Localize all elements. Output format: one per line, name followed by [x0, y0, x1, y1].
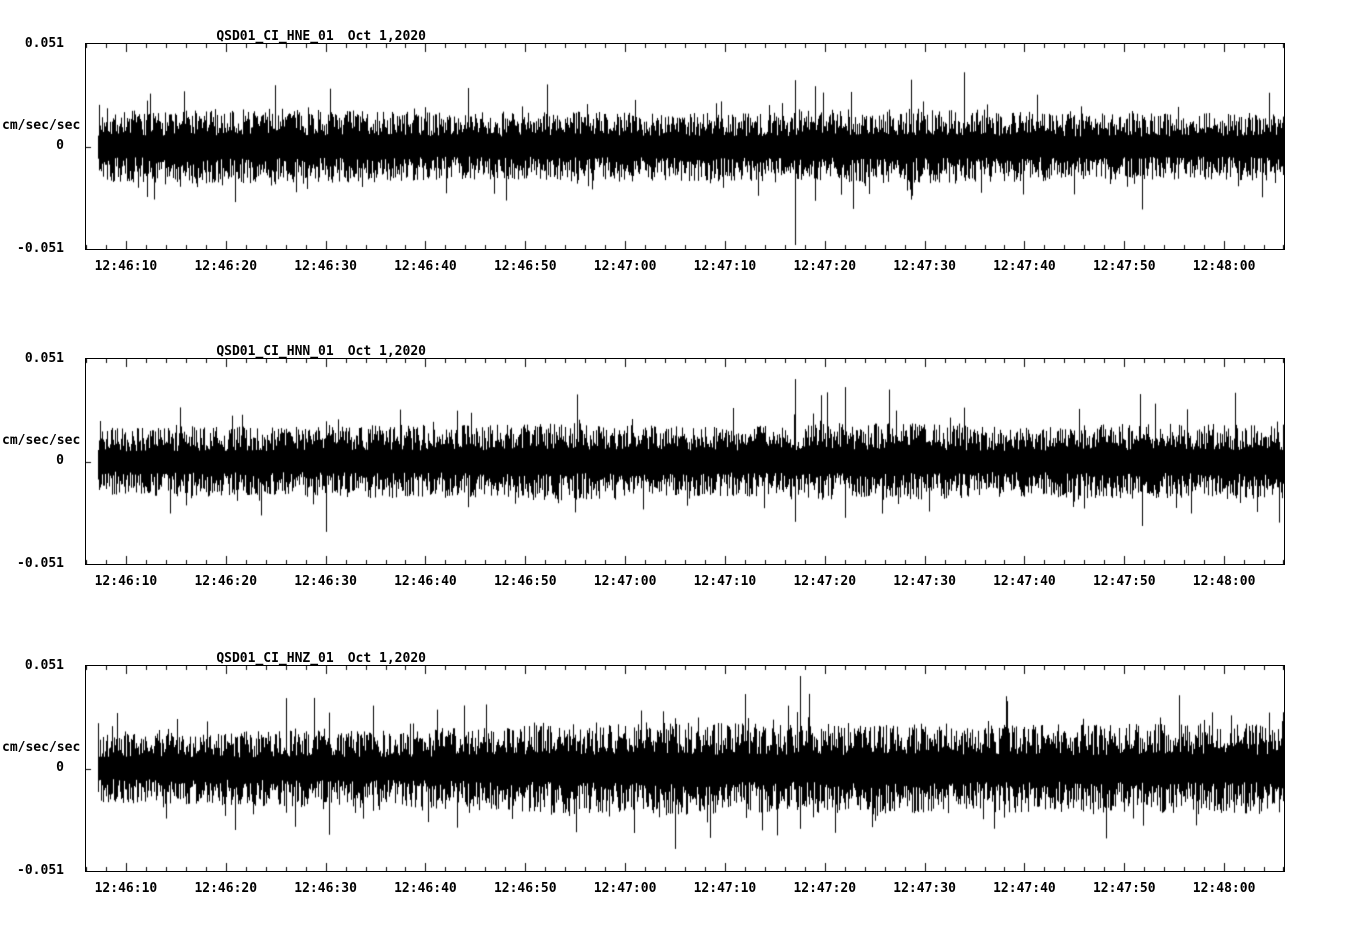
x-tick-label: 12:47:30	[893, 574, 956, 589]
x-tick-label: 12:47:30	[893, 259, 956, 274]
x-tick-label: 12:47:40	[993, 259, 1056, 274]
trace-title: QSD01_CI_HNE_01 Oct 1,2020	[185, 14, 426, 59]
x-tick-label: 12:46:30	[294, 259, 357, 274]
x-tick-label: 12:46:50	[493, 881, 557, 896]
x-tick-label: 12:47:00	[593, 259, 657, 274]
waveform-canvas	[86, 359, 1284, 564]
trace-date: Oct 1,2020	[347, 651, 426, 666]
trace-id: QSD01_CI_HNN_01	[216, 344, 334, 359]
y-axis-units: cm/sec/sec	[2, 433, 81, 448]
x-tick-label: 12:48:00	[1192, 574, 1256, 589]
x-tick-label: 12:46:20	[194, 574, 258, 589]
x-tick-label: 12:47:30	[893, 881, 956, 896]
x-tick-label: 12:47:50	[1092, 259, 1156, 274]
trace-date: Oct 1,2020	[347, 29, 426, 44]
trace-date: Oct 1,2020	[347, 344, 426, 359]
x-tick-label: 12:47:10	[693, 881, 757, 896]
x-tick-label: 12:46:40	[394, 881, 457, 896]
y-tick-max: 0.051	[24, 351, 64, 366]
x-tick-label: 12:47:50	[1092, 574, 1156, 589]
x-tick-label: 12:46:10	[94, 574, 158, 589]
plot-frame	[85, 665, 1285, 872]
waveform-canvas	[86, 44, 1284, 249]
x-tick-label: 12:47:50	[1092, 881, 1156, 896]
x-tick-label: 12:46:20	[194, 259, 258, 274]
x-tick-label: 12:47:00	[593, 881, 657, 896]
trace-title: QSD01_CI_HNZ_01 Oct 1,2020	[185, 636, 426, 681]
x-axis-labels: 12:46:10 12:46:20 12:46:30 12:46:40 12:46:50…	[0, 258, 1358, 276]
x-tick-label: 12:47:20	[793, 881, 857, 896]
x-tick-label: 12:46:10	[94, 259, 158, 274]
x-tick-label: 12:47:20	[793, 574, 857, 589]
y-axis-units: cm/sec/sec	[2, 118, 81, 133]
x-tick-label: 12:46:30	[294, 574, 357, 589]
waveform-canvas	[86, 666, 1284, 871]
x-tick-label: 12:48:00	[1192, 259, 1256, 274]
x-tick-label: 12:47:00	[593, 574, 657, 589]
x-tick-label: 12:47:10	[693, 574, 757, 589]
x-tick-label: 12:47:20	[793, 259, 857, 274]
trace-id: QSD01_CI_HNZ_01	[216, 651, 334, 666]
x-tick-label: 12:46:50	[493, 259, 557, 274]
x-tick-label: 12:47:40	[993, 574, 1056, 589]
y-tick-max: 0.051	[24, 36, 64, 51]
x-tick-label: 12:48:00	[1192, 881, 1256, 896]
y-tick-min: -0.051	[17, 863, 64, 878]
seismogram-panel-hnn: QSD01_CI_HNN_01 Oct 1,2020 0.051 cm/sec/s…	[0, 323, 1358, 623]
x-tick-label: 12:46:50	[493, 574, 557, 589]
y-tick-max: 0.051	[24, 658, 64, 673]
x-tick-label: 12:46:30	[294, 881, 357, 896]
x-tick-label: 12:47:40	[993, 881, 1056, 896]
y-tick-zero: 0	[56, 138, 64, 153]
y-tick-min: -0.051	[17, 241, 64, 256]
y-tick-min: -0.051	[17, 556, 64, 571]
x-axis-labels: 12:46:10 12:46:20 12:46:30 12:46:40 12:46:50…	[0, 573, 1358, 591]
y-axis-units: cm/sec/sec	[2, 740, 81, 755]
x-tick-label: 12:46:20	[194, 881, 258, 896]
x-tick-label: 12:46:40	[394, 259, 457, 274]
y-tick-zero: 0	[56, 453, 64, 468]
plot-frame	[85, 358, 1285, 565]
y-tick-zero: 0	[56, 760, 64, 775]
x-tick-label: 12:47:10	[693, 259, 757, 274]
x-axis-labels: 12:46:10 12:46:20 12:46:30 12:46:40 12:46:50…	[0, 880, 1358, 898]
x-tick-label: 12:46:10	[94, 881, 158, 896]
seismogram-panel-hne: QSD01_CI_HNE_01 Oct 1,2020 0.051 cm/sec/s…	[0, 8, 1358, 308]
seismogram-panel-hnz: QSD01_CI_HNZ_01 Oct 1,2020 0.051 cm/sec/s…	[0, 630, 1358, 930]
trace-title: QSD01_CI_HNN_01 Oct 1,2020	[185, 329, 426, 374]
trace-id: QSD01_CI_HNE_01	[216, 29, 334, 44]
x-tick-label: 12:46:40	[394, 574, 457, 589]
plot-frame	[85, 43, 1285, 250]
